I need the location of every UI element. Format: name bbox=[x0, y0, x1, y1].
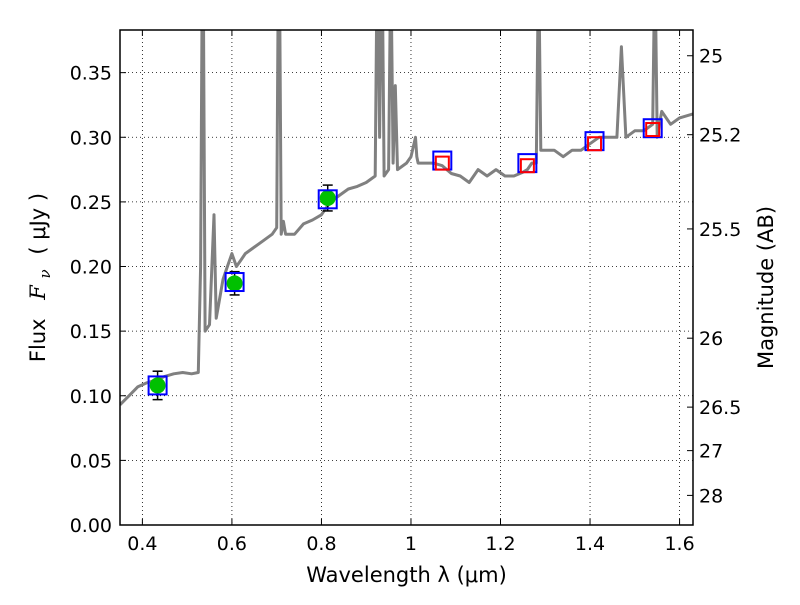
mag-tick-label: 25.2 bbox=[699, 125, 741, 147]
ticks-group: 0.4 0.6 0.8 1 1.2 1.4 1.6 0.00 0.05 0.10 0.15 0.20 0… bbox=[70, 30, 741, 555]
model-band-box bbox=[317, 189, 338, 210]
plot-frame bbox=[119, 29, 694, 526]
y-axis-title: Flux F ν ( μJy ) bbox=[26, 193, 55, 362]
x-tick-label: 0.8 bbox=[306, 533, 336, 555]
grid-lines bbox=[120, 30, 693, 526]
upper-limit-box bbox=[519, 158, 535, 174]
sed-curve-group bbox=[120, 30, 693, 406]
y-tick-label: 0.35 bbox=[70, 63, 112, 85]
x-tick-label: 1.6 bbox=[664, 533, 694, 555]
photometry-point bbox=[149, 377, 166, 394]
y-tick-label: 0.00 bbox=[70, 515, 112, 537]
y-axis-title-subscript: ν bbox=[36, 269, 54, 278]
y-tick-label: 0.15 bbox=[70, 321, 112, 343]
right-axis-title: Magnitude (AB) bbox=[754, 206, 778, 369]
x-axis-title: Wavelength λ (μm) bbox=[306, 563, 507, 587]
mag-tick-label: 26 bbox=[699, 328, 723, 350]
model-band-box bbox=[642, 118, 663, 139]
x-tick-label: 1 bbox=[405, 533, 417, 555]
x-tick-label: 0.6 bbox=[217, 533, 247, 555]
photometry-point bbox=[319, 190, 336, 207]
svg-text:Flux F ν ( μ: Flux F ν ( μJy ) bbox=[26, 193, 55, 362]
mag-tick-label: 25.5 bbox=[699, 219, 741, 241]
model-band-box bbox=[147, 375, 168, 396]
sed-line bbox=[120, 30, 693, 406]
mag-tick-label: 26.5 bbox=[699, 397, 741, 419]
y-tick-label: 0.05 bbox=[70, 450, 112, 472]
y-tick-label: 0.20 bbox=[70, 257, 112, 279]
x-tick-label: 1.2 bbox=[485, 533, 515, 555]
y-tick-label: 0.30 bbox=[70, 127, 112, 149]
mag-tick-label: 28 bbox=[699, 485, 723, 507]
y-axis-title-symbol: F bbox=[26, 284, 50, 301]
mag-tick-label: 27 bbox=[699, 441, 723, 463]
markers-group bbox=[147, 118, 663, 401]
y-tick-label: 0.25 bbox=[70, 192, 112, 214]
x-tick-label: 1.4 bbox=[575, 533, 605, 555]
mag-tick-label: 25 bbox=[699, 46, 723, 68]
upper-limit-box bbox=[434, 155, 450, 171]
y-axis-title-prefix: Flux bbox=[26, 318, 50, 362]
upper-limit-box bbox=[645, 122, 661, 138]
x-tick-label: 0.4 bbox=[127, 533, 157, 555]
upper-limit-box bbox=[587, 136, 603, 152]
y-tick-label: 0.10 bbox=[70, 386, 112, 408]
photometry-point bbox=[226, 275, 243, 292]
model-band-box bbox=[224, 272, 245, 293]
y-axis-title-unit: ( μJy ) bbox=[26, 193, 50, 255]
